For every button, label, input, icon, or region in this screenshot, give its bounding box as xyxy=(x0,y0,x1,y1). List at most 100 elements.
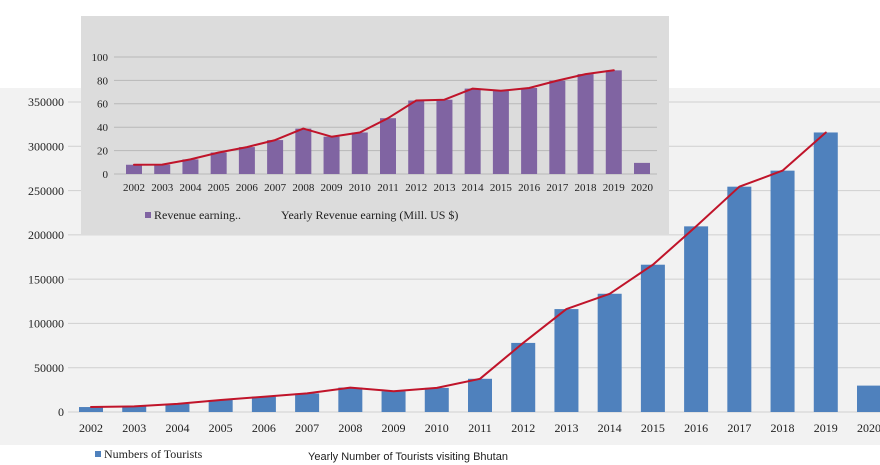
tourists-bar xyxy=(770,170,795,412)
revenue-bar xyxy=(577,74,594,174)
tourists-x-tick-label: 2016 xyxy=(684,421,708,435)
tourists-x-tick-label: 2002 xyxy=(79,421,103,435)
revenue-bar xyxy=(492,90,509,174)
revenue-y-tick-label: 100 xyxy=(92,52,109,64)
tourists-bar xyxy=(813,132,838,412)
revenue-x-tick-label: 2002 xyxy=(123,182,145,194)
revenue-legend: Revenue earning.. xyxy=(145,208,241,222)
revenue-bar xyxy=(634,162,650,174)
revenue-bar xyxy=(238,147,255,174)
tourists-bar xyxy=(424,387,449,412)
revenue-y-axis: 0 20 40 60 80 100 xyxy=(92,52,109,181)
tourists-x-tick-label: 2010 xyxy=(425,421,449,435)
tourists-y-tick-label: 200000 xyxy=(28,228,64,242)
tourists-bars xyxy=(79,132,880,412)
revenue-y-tick-label: 20 xyxy=(97,145,109,157)
tourists-x-tick-label: 2009 xyxy=(382,421,406,435)
tourists-trend-line xyxy=(90,131,827,408)
tourists-x-tick-label: 2014 xyxy=(598,421,622,435)
tourists-x-tick-label: 2004 xyxy=(165,421,189,435)
revenue-legend-label: Revenue earning.. xyxy=(154,208,241,222)
tourists-bar xyxy=(165,403,190,412)
revenue-x-tick-label: 2009 xyxy=(321,182,344,194)
tourists-x-tick-label: 2018 xyxy=(771,421,795,435)
tourists-y-tick-label: 250000 xyxy=(28,184,64,198)
tourists-x-tick-label: 2020 xyxy=(857,421,880,435)
revenue-bars xyxy=(126,70,650,174)
revenue-y-tick-label: 60 xyxy=(97,99,109,111)
revenue-bar xyxy=(605,70,622,174)
tourists-x-tick-label: 2012 xyxy=(511,421,535,435)
tourists-bar xyxy=(251,396,276,412)
revenue-bar xyxy=(267,140,284,174)
tourists-bar xyxy=(684,226,709,412)
revenue-x-tick-label: 2017 xyxy=(546,182,569,194)
revenue-x-tick-label: 2020 xyxy=(631,182,654,194)
tourists-bar xyxy=(640,264,665,412)
tourists-x-tick-label: 2013 xyxy=(554,421,578,435)
revenue-trend-line xyxy=(133,69,615,166)
tourists-y-axis: 0 50000 100000 150000 200000 250000 300000 3500… xyxy=(28,95,64,419)
tourists-y-tick-label: 0 xyxy=(58,405,64,419)
tourists-bar xyxy=(338,387,363,412)
revenue-bar xyxy=(436,99,453,174)
revenue-x-axis: 2002 2003 2004 2005 2006 2007 2008 2009 2010 2011… xyxy=(123,182,654,194)
tourists-chart-title: Yearly Number of Tourists visiting Bhuta… xyxy=(308,451,508,463)
revenue-bar xyxy=(464,88,481,174)
tourists-bar xyxy=(381,391,406,412)
revenue-bar xyxy=(210,152,227,174)
tourists-bar xyxy=(857,385,880,412)
revenue-y-tick-label: 0 xyxy=(103,169,109,181)
revenue-x-tick-label: 2003 xyxy=(151,182,174,194)
tourists-x-tick-label: 2006 xyxy=(252,421,276,435)
revenue-x-tick-label: 2013 xyxy=(433,182,456,194)
revenue-bar xyxy=(323,136,340,174)
tourists-x-tick-label: 2007 xyxy=(295,421,319,435)
revenue-x-tick-label: 2018 xyxy=(575,182,598,194)
tourists-y-tick-label: 350000 xyxy=(28,95,64,109)
revenue-x-tick-label: 2011 xyxy=(377,182,399,194)
revenue-x-tick-label: 2008 xyxy=(292,182,315,194)
revenue-x-tick-label: 2007 xyxy=(264,182,287,194)
tourists-x-tick-label: 2003 xyxy=(122,421,146,435)
tourists-line xyxy=(90,131,827,408)
tourists-y-tick-label: 300000 xyxy=(28,139,64,153)
revenue-bar xyxy=(549,80,566,174)
tourists-bar xyxy=(79,407,103,412)
revenue-bar xyxy=(126,164,142,174)
revenue-x-tick-label: 2005 xyxy=(208,182,231,194)
tourists-legend: Numbers of Tourists xyxy=(95,447,203,461)
revenue-y-tick-label: 80 xyxy=(97,75,109,87)
revenue-x-tick-label: 2006 xyxy=(236,182,259,194)
revenue-bar xyxy=(182,159,199,174)
revenue-bar xyxy=(408,100,425,174)
tourists-y-tick-label: 50000 xyxy=(34,361,64,375)
revenue-line xyxy=(133,69,615,166)
tourists-bar xyxy=(208,399,233,412)
tourists-bar xyxy=(727,186,752,412)
tourists-x-tick-label: 2005 xyxy=(209,421,233,435)
revenue-x-tick-label: 2014 xyxy=(462,182,485,194)
tourists-x-tick-label: 2008 xyxy=(338,421,362,435)
tourists-bar xyxy=(468,378,492,412)
tourists-bar xyxy=(511,342,536,412)
revenue-x-tick-label: 2010 xyxy=(349,182,372,194)
tourists-x-tick-label: 2011 xyxy=(468,421,492,435)
revenue-x-tick-label: 2004 xyxy=(179,182,202,194)
tourists-y-tick-label: 100000 xyxy=(28,317,64,331)
revenue-bar xyxy=(295,128,312,174)
tourists-bar xyxy=(122,406,147,412)
revenue-bar xyxy=(351,132,368,174)
tourists-x-axis: 2002 2003 2004 2005 2006 2007 2008 2009 2010 2011… xyxy=(79,421,880,435)
revenue-x-tick-label: 2016 xyxy=(518,182,541,194)
tourists-bar xyxy=(295,393,320,412)
tourists-bar xyxy=(597,293,622,412)
revenue-y-tick-label: 40 xyxy=(97,122,109,134)
revenue-chart-title: Yearly Revenue earning (Mill. US $) xyxy=(281,208,458,222)
tourists-x-tick-label: 2019 xyxy=(814,421,838,435)
revenue-legend-swatch xyxy=(145,212,151,218)
revenue-bar xyxy=(521,88,538,174)
